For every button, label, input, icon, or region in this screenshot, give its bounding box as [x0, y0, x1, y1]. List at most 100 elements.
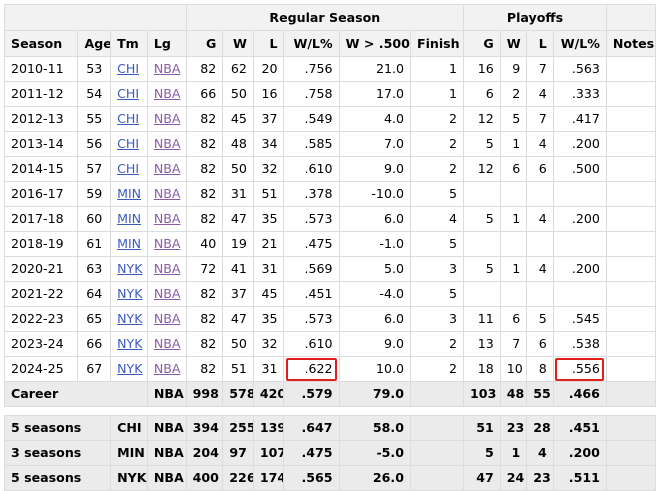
career-playoff-losses: 55 — [526, 381, 554, 407]
finish-cell: 4 — [409, 206, 465, 232]
col-header-games-over-500[interactable]: W > .500 — [338, 30, 411, 57]
games-cell: 82 — [185, 56, 224, 82]
league-link[interactable]: NBA — [153, 211, 181, 226]
team-link[interactable]: CHI — [117, 111, 140, 126]
split-playoff-losses: 28 — [526, 415, 554, 441]
league-link[interactable]: NBA — [153, 361, 181, 376]
split-win-pct: .647 — [283, 415, 340, 441]
season-cell: 2017-18 — [3, 206, 79, 232]
season-cell: 2024-25 — [3, 356, 79, 382]
playoff-games-cell — [463, 181, 501, 207]
split-win-pct: .475 — [283, 440, 340, 466]
col-header-playoff-wins[interactable]: W — [499, 30, 528, 57]
age-cell: 63 — [77, 256, 112, 282]
col-header-league[interactable]: Lg — [146, 30, 187, 57]
team-link[interactable]: NYK — [117, 336, 143, 351]
wins-cell: 50 — [222, 81, 254, 107]
finish-cell: 2 — [409, 331, 465, 357]
finish-cell: 5 — [409, 281, 465, 307]
team-link[interactable]: MIN — [117, 236, 142, 251]
team-link[interactable]: CHI — [117, 136, 140, 151]
career-games: 998 — [185, 381, 224, 407]
team-link[interactable]: NYK — [117, 361, 143, 376]
games-cell: 72 — [185, 256, 224, 282]
wins-cell: 41 — [222, 256, 254, 282]
win-pct-cell: .573 — [283, 306, 340, 332]
career-win-pct: .579 — [283, 381, 340, 407]
losses-cell: 51 — [252, 181, 285, 207]
finish-cell: 2 — [409, 356, 465, 382]
league-link[interactable]: NBA — [153, 236, 181, 251]
team-link[interactable]: MIN — [117, 211, 142, 226]
playoff-games-cell: 18 — [463, 356, 501, 382]
career-league: NBA — [146, 381, 187, 407]
wins-cell: 51 — [222, 356, 254, 382]
win-pct-cell: .585 — [283, 131, 340, 157]
playoff-win-pct-cell: .417 — [552, 106, 607, 132]
split-win-pct: .565 — [283, 465, 340, 491]
col-header-playoff-win-pct[interactable]: W/L% — [552, 30, 607, 57]
col-header-games[interactable]: G — [185, 30, 224, 57]
col-header-playoff-games[interactable]: G — [463, 30, 501, 57]
col-header-finish[interactable]: Finish — [409, 30, 465, 57]
league-link[interactable]: NBA — [153, 261, 181, 276]
finish-cell: 5 — [409, 231, 465, 257]
league-link[interactable]: NBA — [153, 161, 181, 176]
season-row: 2022-23 65 NYK NBA 82 47 35.573 6.0 3 11 6 5.545 — [3, 306, 657, 332]
team-cell: MIN — [110, 181, 148, 207]
games-cell: 82 — [185, 206, 224, 232]
league-link[interactable]: NBA — [153, 286, 181, 301]
league-link[interactable]: NBA — [153, 311, 181, 326]
team-link[interactable]: MIN — [117, 186, 142, 201]
team-link[interactable]: CHI — [117, 61, 140, 76]
highlighted-playoff-win-pct-cell: .556 — [552, 356, 607, 382]
league-link[interactable]: NBA — [153, 186, 181, 201]
team-cell: CHI — [110, 106, 148, 132]
league-link[interactable]: NBA — [153, 61, 181, 76]
playoff-win-pct-cell: .538 — [552, 331, 607, 357]
league-cell: NBA — [146, 281, 187, 307]
league-link[interactable]: NBA — [153, 136, 181, 151]
playoff-losses-cell: 7 — [526, 56, 554, 82]
league-link[interactable]: NBA — [153, 111, 181, 126]
col-header-playoff-losses[interactable]: L — [526, 30, 554, 57]
col-header-wins[interactable]: W — [222, 30, 254, 57]
team-link[interactable]: NYK — [117, 286, 143, 301]
split-playoff-games: 5 — [463, 440, 501, 466]
games-cell: 82 — [185, 281, 224, 307]
games-over-500-cell: 7.0 — [338, 131, 411, 157]
games-cell: 40 — [185, 231, 224, 257]
win-pct-cell: .569 — [283, 256, 340, 282]
split-label: 5 seasons — [3, 415, 112, 441]
col-header-age[interactable]: Age — [77, 30, 112, 57]
career-row: Career NBA 998 578 420.579 79.0 103 48 55.466 — [4, 381, 657, 407]
team-link[interactable]: NYK — [117, 311, 143, 326]
playoff-win-pct-cell: .200 — [552, 131, 607, 157]
win-pct-cell: .610 — [283, 156, 340, 182]
team-link[interactable]: NYK — [117, 261, 143, 276]
split-notes — [605, 415, 657, 441]
col-header-win-pct[interactable]: W/L% — [283, 30, 340, 57]
games-cell: 82 — [185, 356, 224, 382]
col-header-season[interactable]: Season — [3, 30, 79, 57]
league-link[interactable]: NBA — [153, 336, 181, 351]
col-header-team[interactable]: Tm — [110, 30, 148, 57]
playoff-games-cell: 5 — [463, 131, 501, 157]
league-cell: NBA — [146, 156, 187, 182]
split-losses: 107 — [252, 440, 285, 466]
col-header-notes[interactable]: Notes — [605, 30, 657, 57]
win-pct-cell: .378 — [283, 181, 340, 207]
career-label: Career — [4, 381, 148, 407]
games-over-500-cell: 10.0 — [338, 356, 411, 382]
playoff-losses-cell: 6 — [526, 331, 554, 357]
playoff-games-cell: 5 — [463, 206, 501, 232]
age-cell: 55 — [77, 106, 112, 132]
playoff-games-cell: 5 — [463, 256, 501, 282]
league-link[interactable]: NBA — [153, 86, 181, 101]
career-losses: 420 — [252, 381, 285, 407]
col-header-losses[interactable]: L — [252, 30, 285, 57]
losses-cell: 16 — [252, 81, 285, 107]
team-link[interactable]: CHI — [117, 86, 140, 101]
season-cell: 2011-12 — [3, 81, 79, 107]
team-link[interactable]: CHI — [117, 161, 140, 176]
